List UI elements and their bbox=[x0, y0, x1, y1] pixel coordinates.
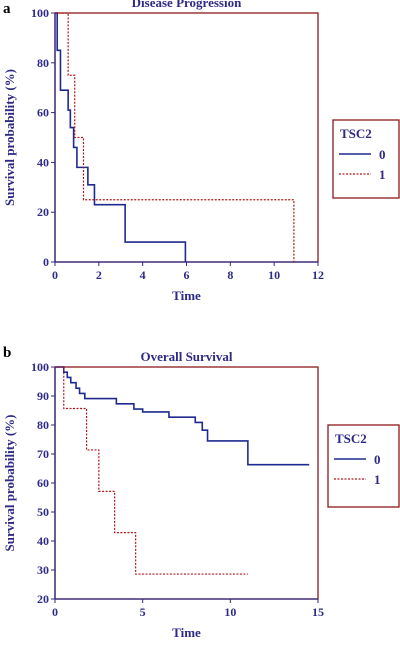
y-tick-label: 80 bbox=[37, 418, 49, 432]
x-tick-label: 5 bbox=[140, 605, 146, 619]
series-line-tsc2-1 bbox=[55, 12, 295, 262]
legend-box bbox=[332, 119, 400, 199]
legend-entry-label: 1 bbox=[379, 167, 386, 182]
y-tick-label: 20 bbox=[37, 205, 49, 219]
y-tick-label: 50 bbox=[37, 505, 49, 519]
legend-title: TSC2 bbox=[340, 126, 372, 141]
y-tick-label: 40 bbox=[37, 155, 49, 169]
y-tick-label: 60 bbox=[37, 476, 49, 490]
series-line-tsc2-0 bbox=[55, 12, 187, 262]
x-axis-label: Time bbox=[172, 288, 201, 303]
y-tick-label: 100 bbox=[31, 6, 49, 20]
x-axis-label: Time bbox=[172, 625, 201, 640]
plot-frame bbox=[54, 12, 319, 263]
y-tick-label: 30 bbox=[37, 563, 49, 577]
x-tick-label: 8 bbox=[227, 268, 233, 282]
y-tick-label: 90 bbox=[37, 389, 49, 403]
chart-title: Disease Progression bbox=[132, 0, 242, 10]
x-tick-label: 0 bbox=[52, 605, 58, 619]
x-tick-label: 10 bbox=[224, 605, 236, 619]
panel-letter: a bbox=[3, 1, 11, 17]
legend: TSC2 0 1 bbox=[332, 119, 400, 199]
y-axis-label: Survival probability (%) bbox=[2, 69, 17, 206]
x-tick-label: 12 bbox=[312, 268, 324, 282]
x-tick-label: 0 bbox=[52, 268, 58, 282]
y-tick-label: 0 bbox=[43, 255, 49, 269]
legend-box bbox=[327, 424, 400, 508]
y-tick-label: 70 bbox=[37, 447, 49, 461]
series-line-tsc2-1 bbox=[55, 366, 248, 575]
y-tick-label: 20 bbox=[37, 592, 49, 606]
chart-title: Overall Survival bbox=[140, 349, 232, 364]
x-tick-label: 6 bbox=[184, 268, 190, 282]
panel-letter: b bbox=[3, 345, 11, 361]
series-line-tsc2-0 bbox=[55, 366, 310, 466]
y-tick-label: 100 bbox=[31, 360, 49, 374]
y-tick-label: 60 bbox=[37, 106, 49, 120]
legend-title: TSC2 bbox=[335, 431, 367, 446]
legend-entry-label: 1 bbox=[374, 472, 381, 487]
y-axis-label: Survival probability (%) bbox=[2, 414, 17, 551]
x-tick-label: 4 bbox=[140, 268, 146, 282]
y-tick-label: 40 bbox=[37, 534, 49, 548]
legend: TSC2 0 1 bbox=[327, 424, 400, 508]
y-tick-label: 80 bbox=[37, 56, 49, 70]
x-tick-label: 10 bbox=[268, 268, 280, 282]
x-tick-label: 15 bbox=[312, 605, 324, 619]
x-tick-label: 2 bbox=[96, 268, 102, 282]
plot-frame bbox=[54, 366, 319, 600]
legend-entry-label: 0 bbox=[379, 147, 386, 162]
legend-entry-label: 0 bbox=[374, 452, 381, 467]
